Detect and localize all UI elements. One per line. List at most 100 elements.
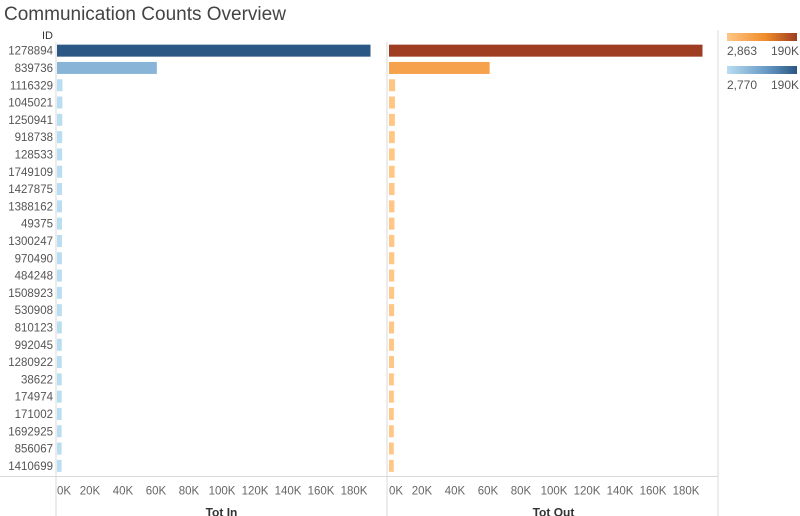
x-tick-label: 20K [412,486,433,498]
bar [389,459,394,472]
row-label: 530908 [15,305,53,317]
bar [389,44,703,57]
row-label: 970490 [15,253,53,265]
row-label: 810123 [15,322,53,334]
bar [389,252,395,265]
bar [389,442,394,455]
x-tick-label: 160K [308,486,335,498]
x-tick-label: 140K [275,486,302,498]
row-label: 1300247 [8,236,53,248]
x-tick-label: 120K [242,486,269,498]
bar [57,356,62,369]
bar [57,425,62,438]
bar [57,79,63,92]
bar [57,321,62,334]
x-tick-label: 60K [478,486,499,498]
bar [57,459,62,472]
bar [57,44,371,57]
row-label: 1427875 [8,184,53,196]
bar [57,217,62,230]
bar [57,165,63,178]
x-tick-label: 100K [541,486,568,498]
bar [389,61,490,74]
x-tick-label: 40K [113,486,134,498]
row-label: 1278894 [8,46,53,58]
bar [57,96,63,109]
bar [389,356,394,369]
x-tick-label: 0K [57,486,71,498]
bar [57,252,62,265]
bar [57,269,62,282]
bar [389,165,395,178]
bar [389,131,395,144]
row-label: 1749109 [8,167,53,179]
bar [57,442,62,455]
bar [389,183,395,196]
row-label: 49375 [21,219,53,231]
row-label: 171002 [15,409,53,421]
x-tick-label: 40K [445,486,466,498]
bar [389,390,394,403]
row-label: 38622 [21,374,53,386]
bar [57,148,63,161]
legend-out-min: 2,863 [727,44,758,58]
row-label: 1250941 [8,115,53,127]
bar [389,338,394,351]
bar [57,234,62,247]
bar [389,148,395,161]
bar [57,183,63,196]
row-label: 128533 [15,149,53,161]
row-label: 992045 [15,340,53,352]
bar [389,96,395,109]
row-label: 1280922 [8,357,53,369]
x-tick-label: 0K [389,486,403,498]
bar [389,407,394,420]
x-axis-label: Tot Out [533,506,575,516]
x-axis-label: Tot In [206,506,238,516]
bar [389,234,395,247]
x-tick-label: 120K [574,486,601,498]
row-label: 174974 [15,392,54,404]
x-tick-label: 100K [209,486,236,498]
bar [57,286,62,299]
legend-in-max: 190K [771,78,800,92]
legend-in-min: 2,770 [727,78,758,92]
row-label: 1410699 [8,461,53,473]
x-tick-label: 80K [179,486,200,498]
bar [57,407,62,420]
x-tick-label: 20K [80,486,101,498]
bar [389,79,396,92]
bar [389,217,395,230]
bar [57,200,63,213]
row-label: 839736 [15,63,53,75]
bar [389,200,395,213]
row-label: 1388162 [8,201,53,213]
bar [57,61,157,74]
x-tick-label: 160K [640,486,667,498]
row-header: ID [42,30,53,42]
bar [57,390,62,403]
row-label: 1692925 [8,426,53,438]
x-tick-label: 180K [341,486,368,498]
bar [57,304,62,317]
bar [389,321,395,334]
legend-gradient-out [727,33,797,41]
x-tick-label: 140K [607,486,634,498]
x-tick-label: 180K [673,486,700,498]
page-title: Communication Counts Overview [4,4,286,25]
x-tick-label: 80K [511,486,532,498]
legend-gradient-in [727,66,797,74]
legend-out-max: 190K [771,44,800,58]
bar [57,113,63,126]
row-label: 1045021 [8,98,53,110]
row-label: 918738 [15,132,53,144]
row-label: 1116329 [10,80,53,92]
bar [389,373,394,386]
row-label: 856067 [15,444,53,456]
bar [389,425,394,438]
x-tick-label: 60K [146,486,167,498]
bar [57,373,62,386]
bar [389,113,395,126]
bar [389,304,395,317]
bar [389,286,395,299]
